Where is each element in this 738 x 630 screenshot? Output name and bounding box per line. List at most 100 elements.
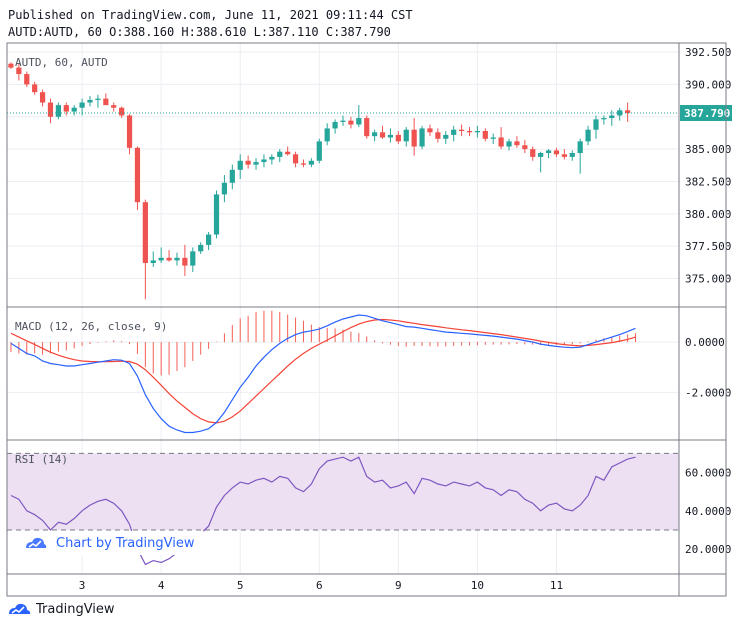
candle-body[interactable] — [316, 141, 322, 161]
candle-body[interactable] — [277, 151, 283, 157]
rsi-line — [10, 456, 636, 566]
candle-body[interactable] — [609, 115, 615, 119]
candle-body[interactable] — [395, 134, 401, 142]
ohlc-readout: AUTD:AUTD, 60 O:388.160 H:388.610 L:387.… — [8, 25, 391, 39]
candle-body[interactable] — [158, 257, 164, 261]
candle-body[interactable] — [253, 162, 259, 165]
time-axis-tick: 3 — [79, 579, 86, 592]
candle-body[interactable] — [32, 84, 38, 93]
candle-body[interactable] — [261, 159, 267, 163]
candle-body[interactable] — [348, 120, 354, 125]
candle-body[interactable] — [16, 67, 22, 75]
candle-body[interactable] — [458, 129, 465, 131]
candle-body[interactable] — [443, 134, 449, 139]
candle-body[interactable] — [324, 128, 330, 142]
candle-body[interactable] — [427, 128, 433, 133]
candle-body[interactable] — [553, 150, 560, 155]
candle-body[interactable] — [625, 110, 631, 114]
candle-body[interactable] — [506, 141, 512, 147]
candle-body[interactable] — [561, 154, 567, 157]
candle-body[interactable] — [482, 131, 488, 139]
price-axis-tick: 382.500 — [685, 175, 731, 188]
candle-body[interactable] — [79, 102, 85, 108]
candle-body[interactable] — [601, 118, 607, 120]
candle-body[interactable] — [198, 244, 204, 252]
candle-body[interactable] — [55, 105, 61, 117]
candle-body[interactable] — [530, 149, 536, 157]
price-pane-title: AUTD, 60, AUTD — [15, 56, 108, 69]
candle-body[interactable] — [111, 105, 117, 108]
candle-body[interactable] — [498, 137, 504, 147]
candle-body[interactable] — [308, 160, 314, 165]
candle-body[interactable] — [269, 156, 275, 160]
candle-body[interactable] — [237, 160, 243, 170]
price-axis-tick: 390.000 — [685, 78, 731, 91]
time-axis-tick: 4 — [158, 579, 165, 592]
candle-body[interactable] — [292, 154, 299, 164]
candle-body[interactable] — [340, 120, 346, 122]
rsi-axis-tick: 40.0000 — [685, 505, 731, 518]
candle-body[interactable] — [39, 92, 46, 103]
candle-body[interactable] — [356, 118, 362, 125]
candle-body[interactable] — [63, 105, 69, 112]
candle-body[interactable] — [103, 98, 109, 106]
candle-body[interactable] — [213, 194, 220, 235]
candle-body[interactable] — [332, 121, 338, 129]
candle-body[interactable] — [166, 257, 172, 261]
candle-body[interactable] — [435, 132, 441, 139]
candle-body[interactable] — [451, 129, 457, 135]
candle-body[interactable] — [403, 129, 409, 142]
price-axis-tick: 380.000 — [685, 208, 731, 221]
time-axis-tick: 11 — [550, 579, 563, 592]
candle-body[interactable] — [419, 128, 425, 147]
candle-body[interactable] — [538, 153, 544, 157]
chart-watermark: Chart by TradingView — [20, 531, 206, 555]
candle-body[interactable] — [24, 74, 30, 85]
candle-body[interactable] — [47, 102, 54, 117]
candle-body[interactable] — [182, 257, 188, 266]
candle-body[interactable] — [545, 150, 552, 153]
tradingview-logo-icon — [9, 603, 31, 614]
candle-body[interactable] — [577, 141, 583, 153]
time-axis-tick: 10 — [471, 579, 484, 592]
candle-body[interactable] — [466, 131, 473, 133]
time-axis-tick: 5 — [237, 579, 244, 592]
candle-body[interactable] — [593, 119, 599, 130]
candle-body[interactable] — [150, 260, 156, 263]
candle-body[interactable] — [285, 151, 291, 155]
time-axis-tick: 6 — [316, 579, 323, 592]
candle-body[interactable] — [142, 202, 148, 263]
candle-body[interactable] — [387, 134, 394, 138]
candle-body[interactable] — [190, 251, 196, 266]
last-price-label-bg — [680, 105, 732, 122]
candle-body[interactable] — [569, 153, 575, 157]
candle-body[interactable] — [585, 129, 591, 142]
macd-axis-tick: -2.0000 — [685, 386, 731, 399]
candle-body[interactable] — [229, 169, 235, 183]
candle-body[interactable] — [300, 163, 307, 165]
tradingview-brand-label: TradingView — [36, 601, 115, 617]
rsi-band — [7, 453, 679, 530]
candle-body[interactable] — [205, 234, 212, 245]
candle-body[interactable] — [514, 141, 520, 146]
candle-body[interactable] — [87, 99, 93, 103]
candle-body[interactable] — [95, 98, 101, 100]
candle-body[interactable] — [490, 137, 496, 139]
candle-body[interactable] — [71, 107, 77, 112]
candle-body[interactable] — [126, 115, 133, 148]
candle-body[interactable] — [364, 118, 370, 137]
candle-body[interactable] — [221, 182, 228, 195]
candle-body[interactable] — [411, 129, 417, 147]
candle-body[interactable] — [372, 132, 378, 137]
candle-body[interactable] — [474, 131, 481, 133]
candle-body[interactable] — [245, 160, 251, 165]
candle-body[interactable] — [134, 147, 141, 203]
candle-body[interactable] — [522, 145, 528, 150]
candle-body[interactable] — [119, 107, 125, 116]
candle-body[interactable] — [174, 257, 180, 261]
cloud-chart-icon — [26, 537, 47, 548]
candle-body[interactable] — [8, 63, 14, 68]
tradingview-brand[interactable]: TradingView — [8, 601, 115, 617]
candle-body[interactable] — [379, 132, 386, 138]
